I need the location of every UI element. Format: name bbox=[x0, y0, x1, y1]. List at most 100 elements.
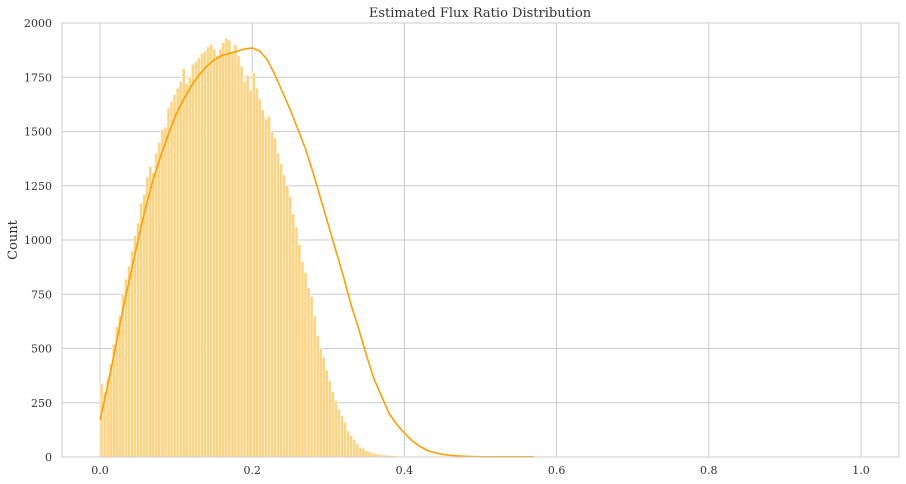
histogram-bar bbox=[194, 61, 198, 458]
histogram-bar bbox=[355, 443, 360, 458]
histogram-bar bbox=[370, 452, 375, 458]
histogram-bar bbox=[267, 116, 271, 458]
histogram-bar bbox=[185, 83, 189, 458]
histogram-bar bbox=[200, 53, 204, 458]
histogram-bar bbox=[352, 439, 356, 458]
histogram-bar bbox=[373, 453, 378, 458]
y-axis-label: Count bbox=[6, 219, 21, 260]
histogram-bar bbox=[294, 226, 299, 458]
y-tick-label: 1750 bbox=[24, 71, 52, 84]
histogram-bar bbox=[233, 44, 238, 458]
histogram-bar bbox=[364, 450, 369, 458]
histogram-bar bbox=[212, 48, 216, 458]
histogram-bar bbox=[169, 100, 174, 458]
histogram-bar bbox=[315, 335, 320, 458]
histogram-bar bbox=[361, 448, 366, 458]
histogram-bar bbox=[312, 315, 317, 458]
histogram-bar bbox=[242, 81, 247, 458]
histogram-bar bbox=[358, 446, 363, 458]
x-tick-label: 0.0 bbox=[91, 464, 109, 477]
histogram-bar bbox=[300, 261, 305, 458]
histogram-bar bbox=[178, 81, 183, 458]
histogram-bar bbox=[166, 107, 171, 458]
histogram-bar bbox=[154, 152, 159, 458]
histogram-bar bbox=[127, 265, 131, 458]
histogram-bar bbox=[258, 98, 262, 458]
histogram-bar bbox=[148, 165, 153, 458]
histogram-bar bbox=[343, 422, 347, 458]
plot-frame bbox=[61, 22, 900, 458]
histogram-bar bbox=[157, 142, 162, 458]
histogram-bar bbox=[276, 152, 280, 458]
histogram-bar bbox=[160, 129, 165, 458]
histogram-bar bbox=[230, 50, 235, 458]
y-tick-label: 2000 bbox=[24, 17, 52, 30]
histogram-bar bbox=[337, 409, 341, 458]
histogram-bar bbox=[291, 213, 296, 458]
histogram-bar bbox=[130, 250, 134, 458]
histogram-bar bbox=[285, 185, 290, 458]
histogram-bar bbox=[215, 55, 219, 458]
histogram-bar bbox=[279, 163, 283, 458]
chart-title: Estimated Flux Ratio Distribution bbox=[369, 6, 592, 21]
histogram-bar bbox=[334, 400, 338, 458]
histogram-bar bbox=[188, 77, 192, 458]
y-tick-label: 1000 bbox=[24, 234, 52, 247]
x-tick-label: 0.6 bbox=[548, 464, 566, 477]
x-tick-label: 0.2 bbox=[243, 464, 261, 477]
histogram-bar bbox=[251, 72, 256, 458]
kde-curve bbox=[99, 47, 534, 458]
histogram-bar bbox=[175, 87, 180, 458]
histogram-bar bbox=[303, 272, 308, 458]
histogram-bar bbox=[218, 48, 223, 458]
histogram-bar bbox=[139, 202, 143, 458]
x-axis-ticks: 0.0 0.2 0.4 0.6 0.8 1.0 bbox=[91, 464, 869, 477]
histogram-bar bbox=[270, 131, 274, 458]
y-tick-label: 500 bbox=[31, 343, 52, 356]
histogram-bar bbox=[273, 137, 277, 458]
histogram-bar bbox=[191, 63, 195, 458]
y-axis-ticks: 0 250 500 750 1000 1250 1500 1750 2000 bbox=[24, 17, 52, 464]
histogram-bar bbox=[346, 430, 350, 458]
y-tick-label: 750 bbox=[31, 288, 52, 301]
histogram-bar bbox=[221, 42, 226, 458]
histogram-bar bbox=[133, 235, 137, 458]
histogram-bars bbox=[99, 37, 527, 458]
y-tick-label: 1250 bbox=[24, 180, 52, 193]
histogram-bar bbox=[206, 46, 210, 458]
histogram-bar bbox=[239, 66, 244, 458]
histogram-bar bbox=[245, 74, 250, 458]
histogram-bar bbox=[224, 37, 229, 458]
histogram-bar bbox=[236, 55, 241, 458]
histogram-bar bbox=[181, 68, 186, 458]
histogram-bar bbox=[340, 415, 344, 458]
histogram-bar bbox=[136, 222, 140, 458]
y-tick-label: 1500 bbox=[24, 126, 52, 139]
histogram-bar bbox=[145, 176, 149, 458]
x-tick-label: 1.0 bbox=[852, 464, 870, 477]
histogram-bar bbox=[367, 451, 372, 458]
histogram-bar bbox=[297, 244, 302, 458]
x-tick-label: 0.4 bbox=[396, 464, 414, 477]
y-tick-label: 0 bbox=[45, 451, 52, 464]
histogram-bar bbox=[306, 287, 311, 458]
histogram-bar bbox=[197, 57, 201, 458]
histogram-bar bbox=[349, 435, 353, 458]
histogram-bar bbox=[331, 391, 335, 458]
histogram-bar bbox=[124, 278, 128, 458]
histogram-bar bbox=[203, 50, 207, 458]
histogram-bar bbox=[325, 369, 329, 458]
histogram-bar bbox=[227, 40, 232, 458]
histogram-bar bbox=[151, 172, 156, 458]
histogram-bar bbox=[318, 348, 323, 458]
histogram-bar bbox=[163, 126, 168, 458]
histogram-bar bbox=[172, 94, 177, 458]
histogram-bar bbox=[209, 44, 213, 458]
histogram-bar bbox=[288, 196, 293, 458]
histogram-bar bbox=[248, 90, 253, 458]
histogram-bar bbox=[321, 356, 326, 458]
histogram-bar bbox=[142, 194, 146, 458]
histogram-bar bbox=[328, 380, 332, 458]
